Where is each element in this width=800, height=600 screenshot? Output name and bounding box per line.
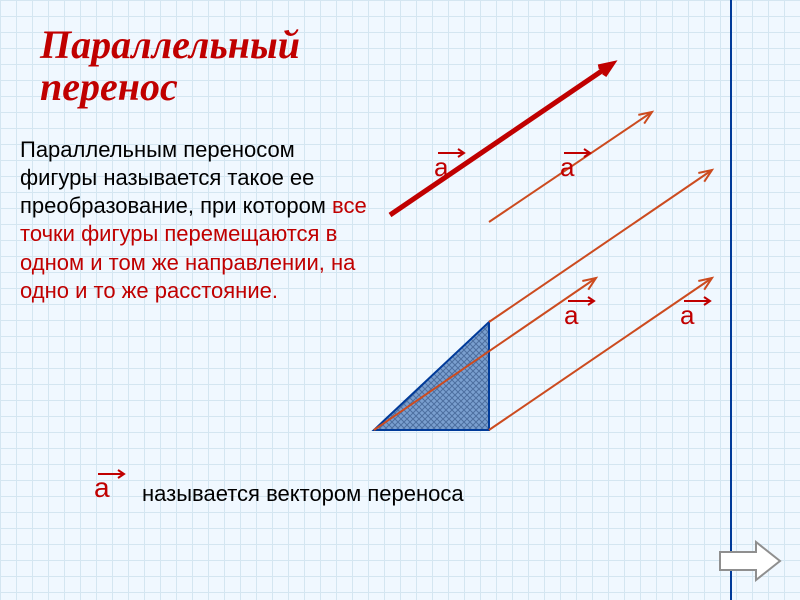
arrow-3 xyxy=(489,278,712,430)
arrows-group xyxy=(374,64,712,430)
vector-label-2: а xyxy=(564,300,578,331)
title-line1: Параллельный xyxy=(40,24,300,66)
vector-label-0: а xyxy=(434,152,448,183)
arrow-4 xyxy=(489,170,712,322)
page-title: Параллельный перенос xyxy=(40,24,300,108)
title-line2: перенос xyxy=(40,66,300,108)
arrow-0 xyxy=(390,64,612,215)
vector-label-3: а xyxy=(680,300,694,331)
vector-label-1: а xyxy=(560,152,574,183)
triangle xyxy=(374,322,489,430)
footer-text: называется вектором переноса xyxy=(142,481,464,507)
next-arrow-icon[interactable] xyxy=(718,540,782,582)
diagram xyxy=(356,50,766,450)
footer-vector-symbol: а xyxy=(94,472,110,504)
desc-part-0: Параллельным переносом фигуры называется… xyxy=(20,137,332,218)
description: Параллельным переносом фигуры называется… xyxy=(20,136,372,305)
